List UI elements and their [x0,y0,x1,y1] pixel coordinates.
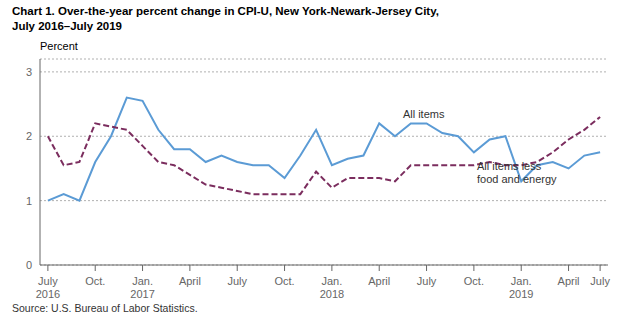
html-text:July 2016–July 2019: July 2016–July 2019 [12,20,122,32]
html-text:Percent: Percent [40,40,78,52]
svg-text:July: July [227,275,247,287]
svg-text:All items: All items [403,108,445,120]
svg-text:April: April [179,275,201,287]
svg-text:0: 0 [26,259,32,271]
svg-text:Jan.2019: Jan.2019 [509,275,533,300]
svg-text:April: April [368,275,390,287]
svg-text:April: April [558,275,580,287]
svg-text:2: 2 [26,130,32,142]
html-text:Source: U.S. Bureau of Labor S: Source: U.S. Bureau of Labor Statistics. [12,302,198,314]
svg-text:July: July [590,275,610,287]
svg-text:Oct.: Oct. [85,275,105,287]
svg-text:All items lessfood and energy: All items lessfood and energy [477,160,557,185]
svg-text:Jan.2017: Jan.2017 [130,275,154,300]
svg-text:Oct.: Oct. [464,275,484,287]
svg-text:1: 1 [26,195,32,207]
svg-text:Jan.2018: Jan.2018 [320,275,344,300]
svg-text:Oct.: Oct. [274,275,294,287]
svg-text:July2016: July2016 [36,275,60,300]
svg-text:July: July [417,275,437,287]
html-text:Chart 1. Over-the-year percent: Chart 1. Over-the-year percent change in… [12,5,439,17]
svg-text:3: 3 [26,66,32,78]
